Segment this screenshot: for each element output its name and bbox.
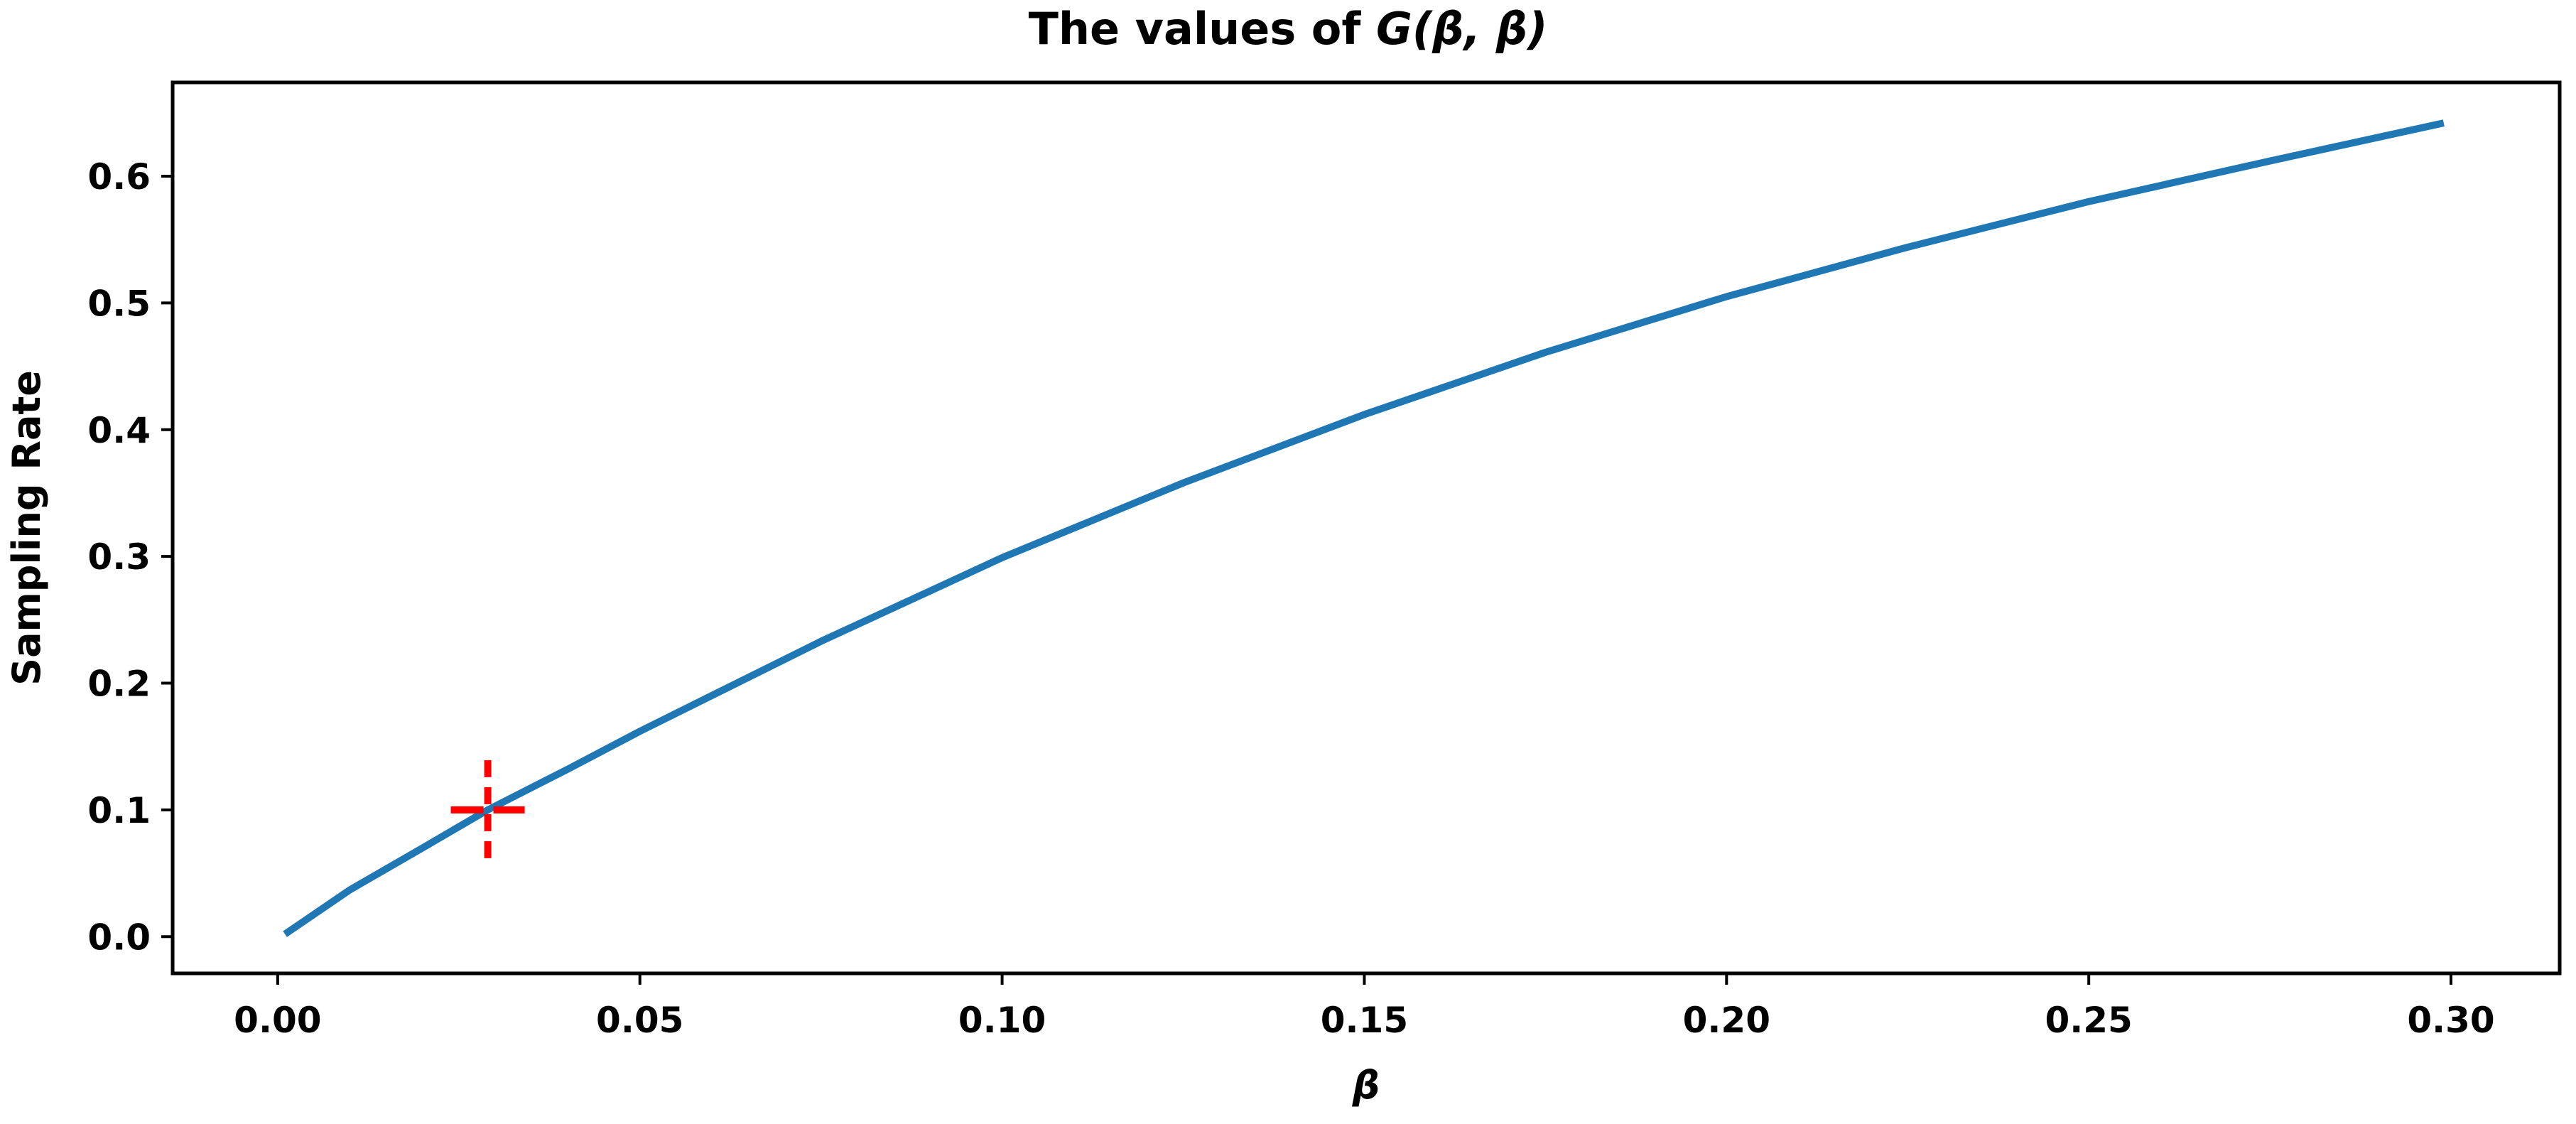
y-tick-label: 0.4 bbox=[87, 410, 151, 451]
y-tick-label: 0.3 bbox=[87, 536, 151, 578]
y-tick-label: 0.5 bbox=[87, 283, 151, 324]
y-tick-label: 0.6 bbox=[87, 156, 151, 198]
x-tick-label: 0.00 bbox=[234, 1000, 321, 1041]
y-axis-label: Sampling Rate bbox=[4, 370, 49, 686]
x-axis-label: β bbox=[1352, 1063, 1380, 1108]
y-tick-label: 0.0 bbox=[87, 917, 151, 958]
y-tick-label: 0.1 bbox=[87, 790, 151, 831]
y-axis: 0.0 0.1 0.2 0.3 0.4 0.5 0.6 bbox=[87, 156, 173, 958]
series-line-0 bbox=[283, 119, 2445, 937]
x-tick-label: 0.15 bbox=[1321, 1000, 1408, 1041]
x-axis: 0.00 0.05 0.10 0.15 0.20 0.25 0.30 bbox=[234, 973, 2495, 1041]
x-tick-label: 0.05 bbox=[596, 1000, 683, 1041]
x-tick-label: 0.10 bbox=[958, 1000, 1046, 1041]
chart-title: The values of G(β, β) bbox=[1029, 3, 1548, 55]
marker-cross bbox=[450, 760, 525, 860]
plot-area bbox=[283, 119, 2445, 937]
x-tick-label: 0.20 bbox=[1683, 1000, 1770, 1041]
x-tick-label: 0.30 bbox=[2407, 1000, 2494, 1041]
y-tick-label: 0.2 bbox=[87, 664, 151, 705]
plot-frame bbox=[171, 80, 2562, 976]
x-tick-label: 0.25 bbox=[2045, 1000, 2132, 1041]
